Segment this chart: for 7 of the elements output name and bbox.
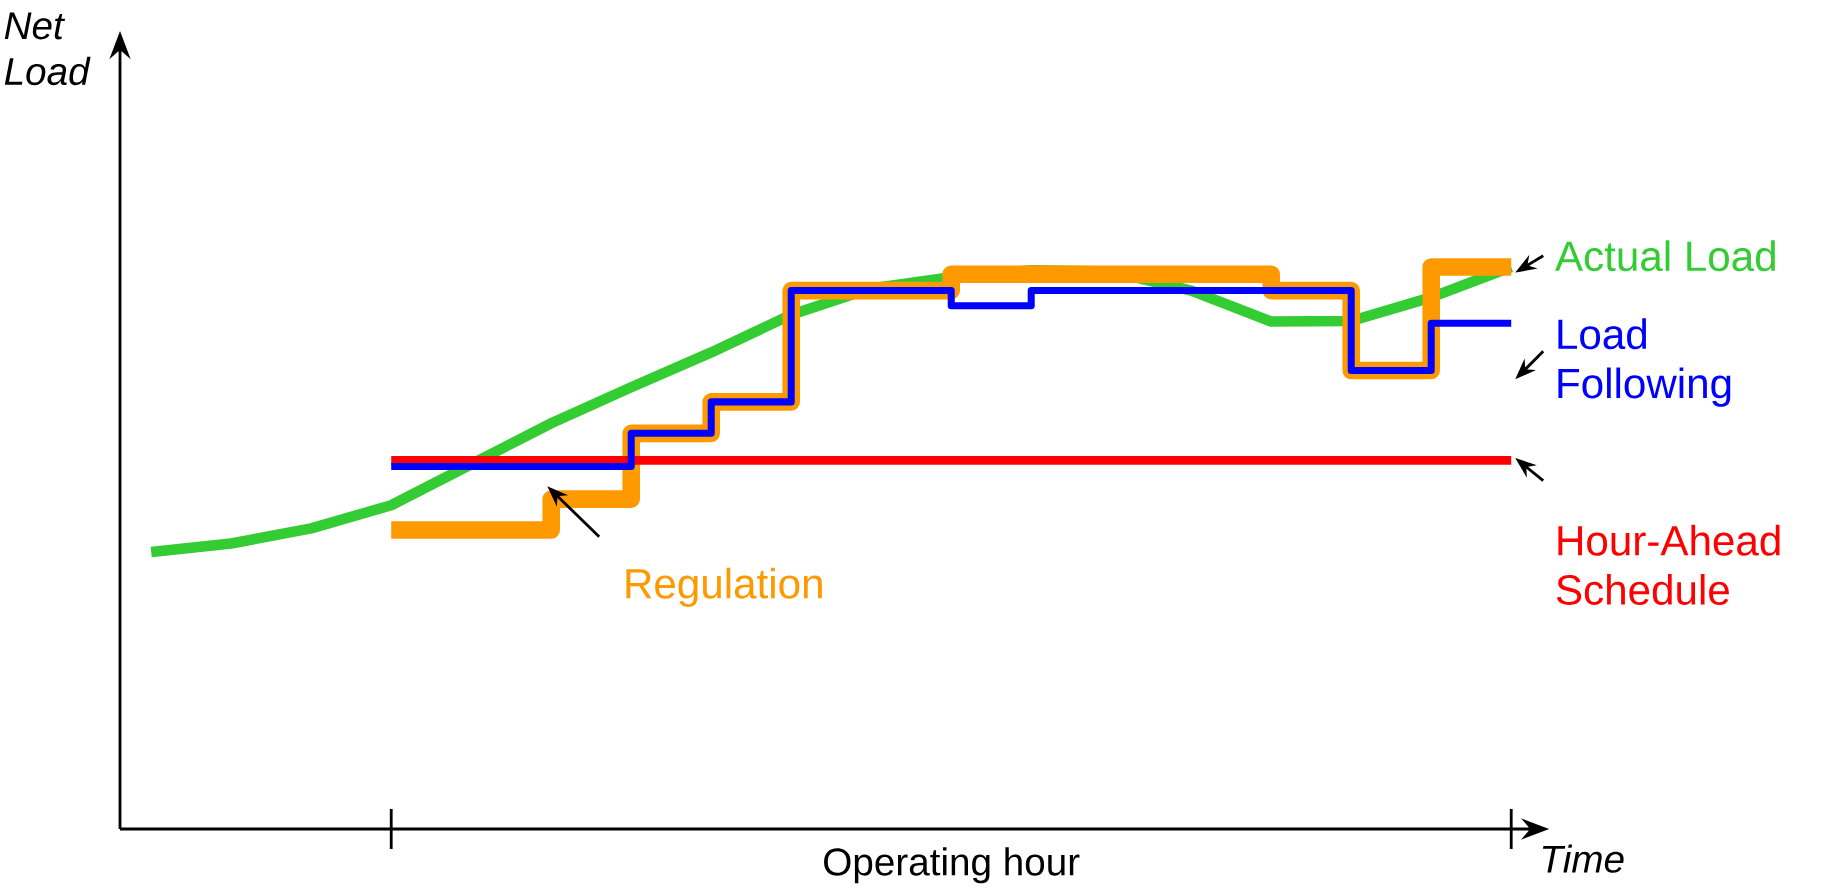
series-label: Actual Load [1555, 240, 1775, 272]
series-label: Regulation [626, 567, 822, 608]
y-axis-title: Net Load [4, 12, 91, 86]
series-label: Load Following [1558, 318, 1731, 407]
x-axis-title: Time [1542, 844, 1624, 873]
series-label: Hour-Ahead Schedule [1556, 524, 1780, 605]
text: Operating hour [824, 847, 1080, 884]
